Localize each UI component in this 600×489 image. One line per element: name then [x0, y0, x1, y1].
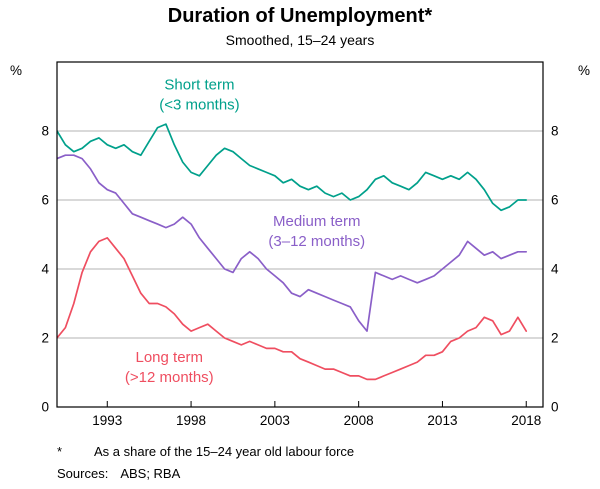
y-tick-label-left: 8: [41, 124, 49, 139]
series-group: [57, 123, 528, 381]
series-line-medium-term: [57, 154, 528, 332]
footnote-text: As a share of the 15–24 year old labour …: [94, 444, 355, 459]
series-label-medium-term: Medium term (3–12 months): [268, 213, 365, 250]
series-label-long-term: Long term (>12 months): [125, 349, 214, 386]
series-line-short-term: [57, 123, 528, 212]
y-axis-unit-right: %: [578, 63, 590, 78]
y-tick-label-left: 4: [41, 262, 49, 277]
y-tick-label-right: 2: [551, 331, 559, 346]
plot-frame: [56, 61, 544, 408]
sources-label: Sources:: [57, 466, 109, 481]
chart-subtitle: Smoothed, 15–24 years: [225, 32, 375, 48]
x-tick-label: 1993: [92, 413, 122, 428]
chart-title: Duration of Unemployment*: [167, 5, 433, 27]
x-tick-label: 2008: [344, 413, 374, 428]
y-axis-unit-left: %: [10, 63, 22, 78]
y-tick-label-right: 6: [551, 193, 559, 208]
y-tick-label-left: 0: [41, 400, 49, 415]
x-tick-label: 2018: [511, 413, 541, 428]
x-tick-label: 2013: [427, 413, 457, 428]
y-tick-label-left: 2: [41, 331, 49, 346]
series-label-short-term: Short term (<3 months): [159, 77, 239, 114]
x-tick-label: 2003: [260, 413, 290, 428]
sources: Sources: ABS; RBA: [57, 466, 180, 481]
footnote-marker: *: [57, 444, 63, 459]
sources-text: ABS; RBA: [120, 466, 181, 481]
x-tick-label: 1998: [176, 413, 206, 428]
y-tick-label-left: 6: [41, 193, 49, 208]
series-line-long-term: [57, 237, 528, 381]
y-tick-label-right: 4: [551, 262, 559, 277]
footnote: * As a share of the 15–24 year old labour…: [57, 444, 354, 459]
y-tick-label-right: 8: [551, 124, 559, 139]
y-tick-label-right: 0: [551, 400, 559, 415]
